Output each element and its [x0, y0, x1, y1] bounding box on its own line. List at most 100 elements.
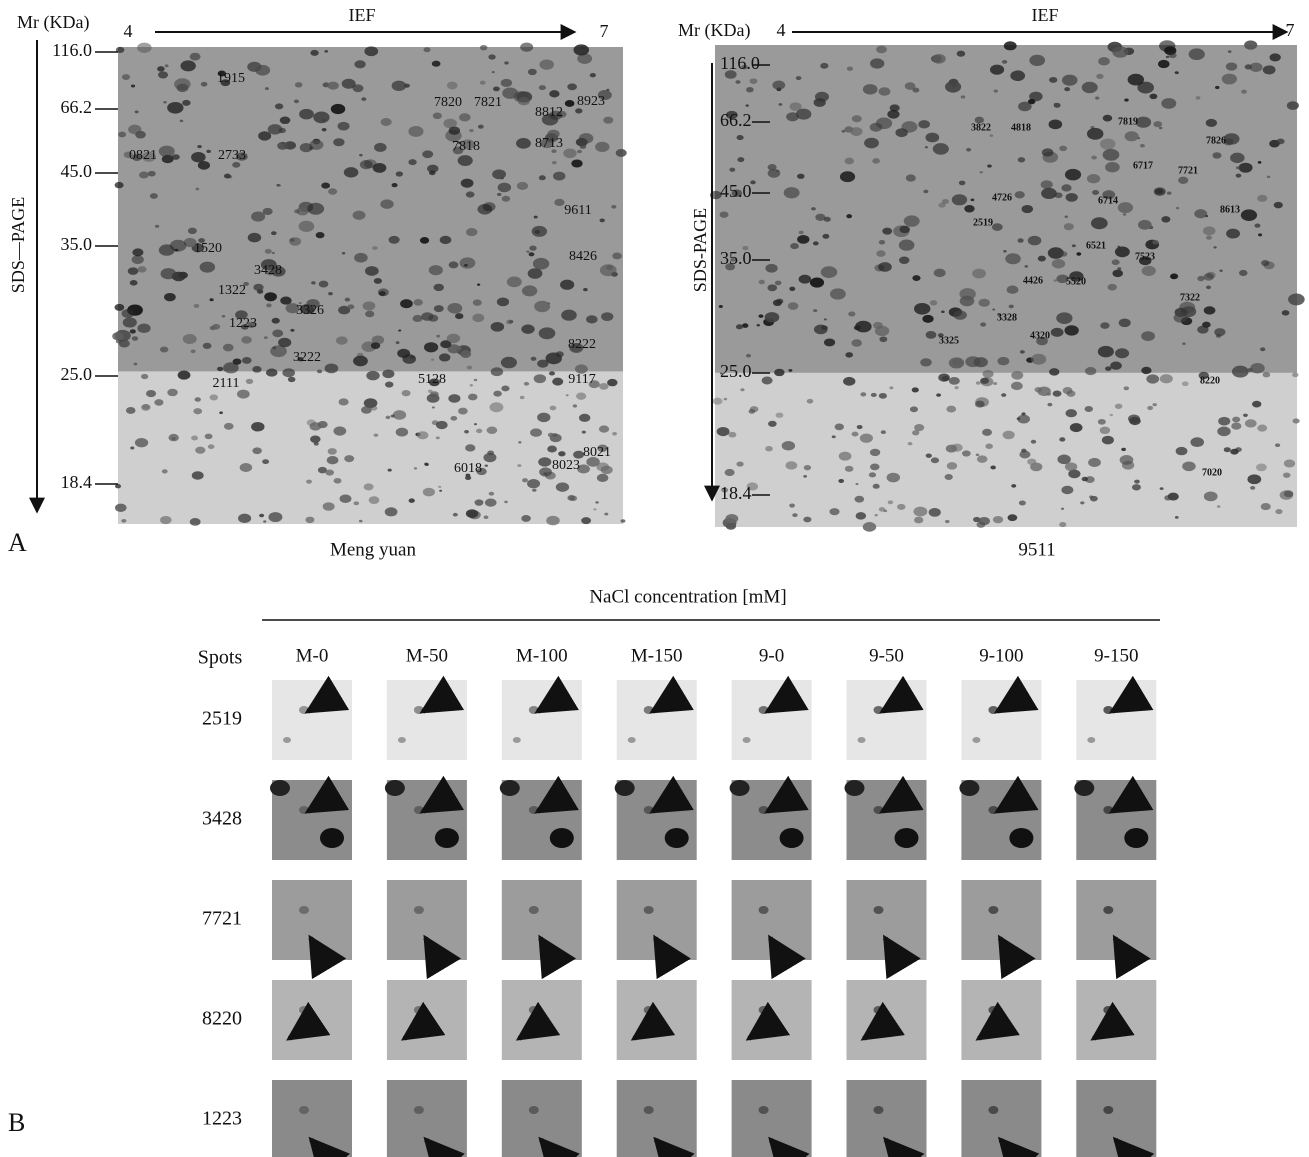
gel-spot	[1214, 328, 1226, 337]
gel-spot	[1166, 191, 1172, 195]
gel-spot	[1029, 91, 1043, 102]
gel-spot	[1036, 337, 1048, 346]
gel-spot	[742, 245, 749, 251]
gel-spot	[540, 138, 554, 149]
thumb-arrow	[419, 775, 465, 814]
gel-spot	[811, 207, 816, 211]
gel-spot	[990, 465, 996, 470]
gel-spot	[764, 312, 780, 323]
gel-spot	[549, 405, 557, 411]
gel-spot	[735, 324, 744, 330]
gel-spot	[264, 292, 277, 302]
gel-spot	[992, 515, 1004, 524]
thumbnail-bg	[1076, 680, 1157, 760]
gel-spot	[395, 341, 400, 344]
gel-spot	[401, 389, 411, 397]
spot-label: 4818	[1011, 122, 1031, 133]
gel-spot	[458, 141, 461, 144]
gel-spot	[344, 455, 355, 463]
gel-spot	[1007, 514, 1018, 522]
spot-thumbnail	[386, 980, 467, 1060]
gel-spot	[1292, 372, 1299, 378]
thumb-arrow	[649, 775, 694, 814]
gel-spot	[1161, 216, 1171, 223]
gel-spot	[1102, 114, 1113, 122]
gel-spot	[1064, 325, 1079, 336]
gel-spot	[527, 268, 543, 279]
gel-spot	[1095, 96, 1100, 100]
gel-spot	[220, 79, 231, 87]
thumb-arrow	[975, 1001, 1020, 1041]
gel-spot	[294, 82, 303, 88]
gel-spot	[321, 127, 327, 132]
thumb-arrow	[653, 1136, 695, 1157]
gel-spot	[1170, 274, 1177, 280]
gel-spot	[1153, 187, 1166, 196]
gel-spot	[761, 376, 773, 385]
spot-thumbnail	[501, 675, 582, 760]
gel-spot	[428, 265, 443, 276]
gel-spot	[944, 474, 953, 480]
gel-spot	[975, 381, 981, 385]
gel-spot	[1107, 283, 1117, 291]
gel-spot	[190, 349, 196, 354]
thumb-spot	[499, 780, 520, 796]
thumb-spot	[779, 828, 804, 848]
thumb-arrow	[423, 934, 462, 980]
gel-spot	[1105, 161, 1120, 173]
gel-spot	[534, 229, 541, 234]
thumb-spot	[643, 1106, 654, 1114]
spot-thumbnail	[272, 980, 352, 1060]
gel-spot	[219, 411, 223, 414]
gel-spot	[180, 60, 196, 72]
gel-spot	[859, 433, 873, 443]
gel-spot	[298, 301, 302, 305]
gel-spot	[354, 60, 366, 69]
thumb-arrow	[993, 675, 1039, 714]
gel-spot	[506, 319, 513, 325]
gel-spot	[767, 284, 778, 292]
gel-spot	[579, 144, 587, 149]
gel-spot	[424, 342, 439, 353]
gel-spot	[307, 202, 325, 215]
gel-spot	[586, 315, 598, 324]
gel-spot	[335, 336, 348, 345]
gel-spot	[241, 356, 252, 364]
gel-spot	[1146, 374, 1160, 384]
gel-spot	[280, 296, 292, 305]
gel-spot	[878, 87, 891, 96]
gel-spot	[1019, 350, 1025, 354]
thumb-spot	[283, 737, 291, 743]
gel-spot	[1135, 116, 1152, 128]
thumbnail-bg	[731, 1080, 812, 1157]
gel-spot	[578, 133, 594, 144]
spot-thumbnail	[1076, 1080, 1157, 1157]
gel-spot	[232, 161, 241, 168]
thumb-spot	[528, 1006, 539, 1014]
gel-spot	[1226, 228, 1241, 239]
gel-spot	[1059, 437, 1066, 442]
gel-spot	[936, 393, 942, 397]
gel-spot	[765, 446, 773, 452]
gel-spot	[1065, 409, 1077, 418]
gel-spot	[1230, 152, 1245, 164]
gel-spot	[803, 475, 807, 478]
gel-spot	[887, 109, 900, 119]
sds-label: SDS-PAGE	[690, 208, 710, 292]
gel-spot	[1096, 73, 1104, 80]
gel-spot	[127, 267, 139, 275]
gel-spot	[578, 413, 591, 422]
gel-spot	[384, 507, 398, 517]
gel-spot	[878, 239, 886, 245]
gel-spot	[259, 513, 265, 518]
gel-spot	[258, 131, 272, 141]
spot-label: 3325	[939, 335, 959, 346]
column-label: M-100	[516, 645, 568, 666]
gel-spot	[521, 514, 531, 522]
thumb-spot	[299, 906, 309, 914]
gel-spot	[266, 368, 278, 377]
gel-spot	[338, 305, 351, 315]
gel-spot	[1005, 253, 1021, 265]
gel-spot	[538, 457, 552, 467]
gel-spot	[851, 431, 859, 437]
